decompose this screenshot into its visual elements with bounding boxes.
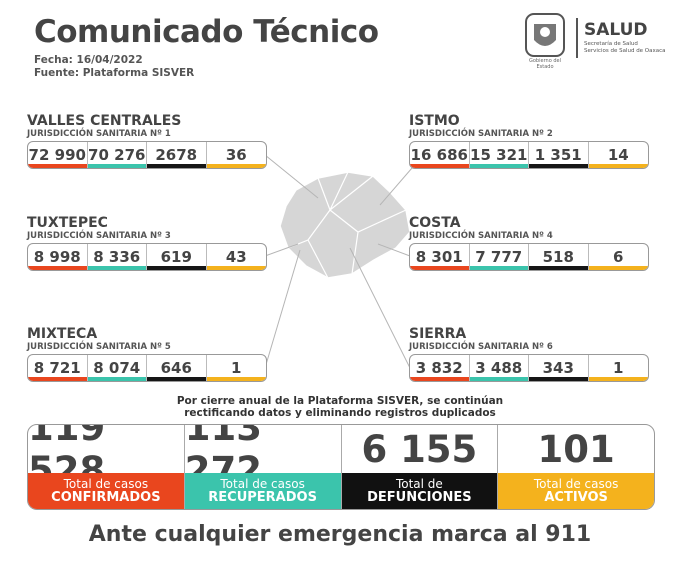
total-confirmed-value: 119 528 xyxy=(28,424,106,492)
region-stats: 3 832 3 488 343 1 xyxy=(409,354,649,382)
label-line1: Total de xyxy=(395,477,443,491)
logo-salud-text: SALUD xyxy=(584,20,648,40)
salud-logo: Gobierno del Estado SALUD Secretaría de … xyxy=(522,12,666,70)
region-name: TUXTEPEC xyxy=(27,215,108,231)
oaxaca-seal-icon xyxy=(525,13,565,57)
recovered-value: 8 074 xyxy=(87,355,147,381)
total-active-label: Total de casos ACTIVOS xyxy=(498,473,654,509)
active-value: 1 xyxy=(588,355,649,381)
confirmed-value: 8 301 xyxy=(410,244,470,270)
total-recovered-value: 113 272 xyxy=(184,424,262,492)
region-mixteca: MIXTECA JURISDICCIÓN SANITARIA Nº 5 8 72… xyxy=(27,327,267,382)
total-recovered-label: Total de casos RECUPERADOS xyxy=(184,473,341,509)
total-active-value: 101 xyxy=(537,427,615,471)
data-note: Por cierre anual de la Plataforma SISVER… xyxy=(176,395,504,419)
total-confirmed: 119 528 Total de casos CONFIRMADOS xyxy=(28,425,185,509)
region-valles-centrales: VALLES CENTRALES JURISDICCIÓN SANITARIA … xyxy=(27,114,267,169)
region-stats: 16 686 15 321 1 351 14 xyxy=(409,141,649,169)
region-subtitle: JURISDICCIÓN SANITARIA Nº 1 xyxy=(27,129,171,139)
logo-line2: Servicios de Salud de Oaxaca xyxy=(584,48,666,54)
recovered-value: 3 488 xyxy=(469,355,529,381)
region-name: MIXTECA xyxy=(27,326,98,342)
region-stats: 8 998 8 336 619 43 xyxy=(27,243,267,271)
label-line2: RECUPERADOS xyxy=(208,490,317,505)
region-name: VALLES CENTRALES xyxy=(27,113,182,129)
label-line2: ACTIVOS xyxy=(544,490,608,505)
page-title: Comunicado Técnico xyxy=(34,14,379,50)
oaxaca-map xyxy=(279,171,411,279)
label-line1: Total de casos xyxy=(63,477,149,491)
total-confirmed-label: Total de casos CONFIRMADOS xyxy=(28,473,184,509)
region-tuxtepec: TUXTEPEC JURISDICCIÓN SANITARIA Nº 3 8 9… xyxy=(27,216,267,271)
region-istmo: ISTMO JURISDICCIÓN SANITARIA Nº 2 16 686… xyxy=(409,114,649,169)
deaths-value: 2678 xyxy=(147,142,207,168)
region-name: ISTMO xyxy=(409,113,460,129)
active-value: 1 xyxy=(206,355,267,381)
region-subtitle: JURISDICCIÓN SANITARIA Nº 2 xyxy=(409,129,553,139)
recovered-value: 15 321 xyxy=(469,142,529,168)
confirmed-value: 72 990 xyxy=(28,142,88,168)
label-line1: Total de casos xyxy=(220,477,305,491)
label-line2: CONFIRMADOS xyxy=(51,490,161,505)
region-name: COSTA xyxy=(409,215,461,231)
active-value: 14 xyxy=(588,142,649,168)
total-recovered: 113 272 Total de casos RECUPERADOS xyxy=(184,424,342,509)
region-sierra: SIERRA JURISDICCIÓN SANITARIA Nº 6 3 832… xyxy=(409,327,649,382)
active-value: 36 xyxy=(206,142,267,168)
logo-gov-text: Gobierno del Estado xyxy=(529,58,561,70)
totals-panel: 119 528 Total de casos CONFIRMADOS 113 2… xyxy=(27,424,655,510)
label-line2: DEFUNCIONES xyxy=(367,490,472,505)
total-deaths-label: Total de DEFUNCIONES xyxy=(341,473,498,509)
logo-divider xyxy=(576,18,578,58)
deaths-value: 518 xyxy=(529,244,589,270)
emergency-footer: Ante cualquier emergencia marca al 911 xyxy=(88,522,592,547)
report-source: Fuente: Plataforma SISVER xyxy=(34,67,195,79)
label-line1: Total de casos xyxy=(533,477,619,491)
confirmed-value: 3 832 xyxy=(410,355,470,381)
logo-line1: Secretaría de Salud xyxy=(584,41,638,47)
deaths-value: 343 xyxy=(529,355,589,381)
total-active: 101 Total de casos ACTIVOS xyxy=(498,425,654,509)
confirmed-value: 8 721 xyxy=(28,355,88,381)
recovered-value: 7 777 xyxy=(469,244,529,270)
region-subtitle: JURISDICCIÓN SANITARIA Nº 6 xyxy=(409,342,553,352)
region-subtitle: JURISDICCIÓN SANITARIA Nº 5 xyxy=(27,342,171,352)
deaths-value: 619 xyxy=(147,244,207,270)
deaths-value: 646 xyxy=(147,355,207,381)
active-value: 43 xyxy=(206,244,267,270)
report-date: Fecha: 16/04/2022 xyxy=(34,54,143,66)
total-deaths: 6 155 Total de DEFUNCIONES xyxy=(341,425,499,509)
recovered-value: 70 276 xyxy=(87,142,147,168)
region-name: SIERRA xyxy=(409,326,467,342)
recovered-value: 8 336 xyxy=(87,244,147,270)
region-stats: 8 301 7 777 518 6 xyxy=(409,243,649,271)
region-stats: 8 721 8 074 646 1 xyxy=(27,354,267,382)
confirmed-value: 8 998 xyxy=(28,244,88,270)
region-costa: COSTA JURISDICCIÓN SANITARIA Nº 4 8 301 … xyxy=(409,216,649,271)
region-stats: 72 990 70 276 2678 36 xyxy=(27,141,267,169)
total-deaths-value: 6 155 xyxy=(361,427,478,471)
deaths-value: 1 351 xyxy=(529,142,589,168)
active-value: 6 xyxy=(588,244,649,270)
region-subtitle: JURISDICCIÓN SANITARIA Nº 4 xyxy=(409,231,553,241)
region-subtitle: JURISDICCIÓN SANITARIA Nº 3 xyxy=(27,231,171,241)
confirmed-value: 16 686 xyxy=(410,142,470,168)
